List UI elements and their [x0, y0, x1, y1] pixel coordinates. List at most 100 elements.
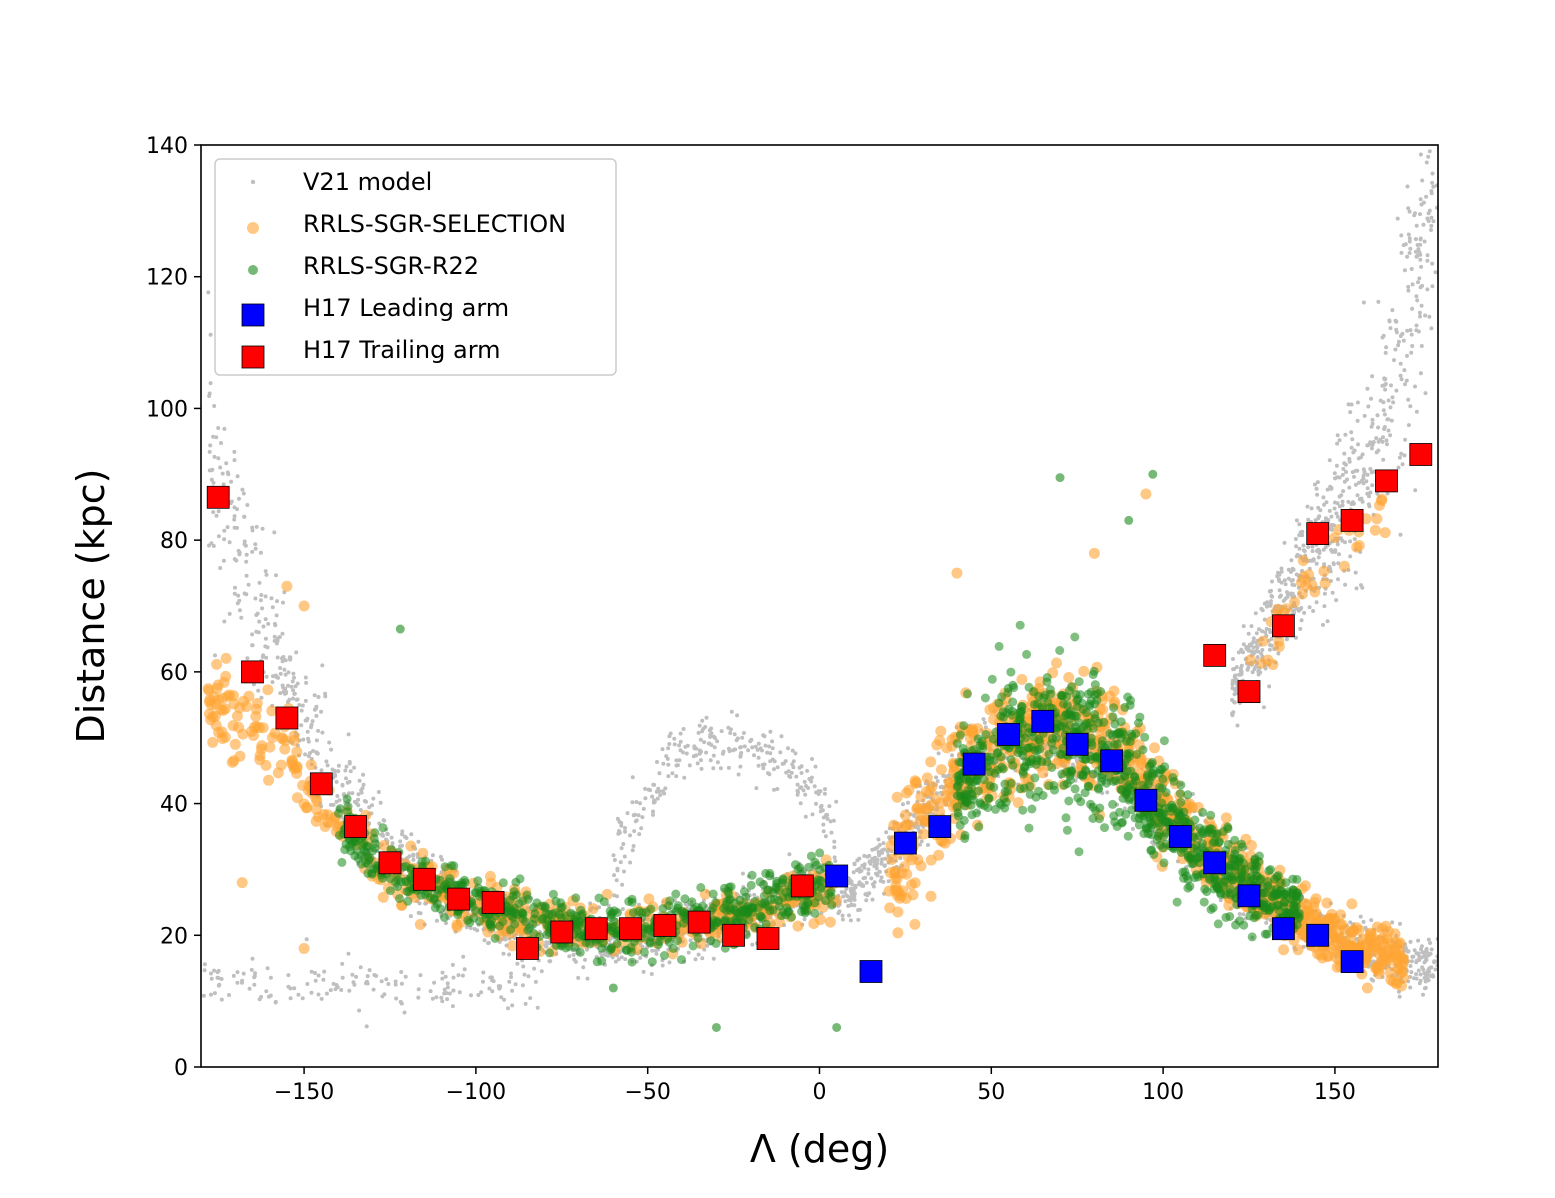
model-point	[702, 740, 707, 745]
model-point	[1387, 319, 1392, 324]
model-point	[1316, 516, 1321, 521]
model-point	[779, 734, 784, 739]
model-point	[350, 791, 355, 796]
model-point	[1410, 306, 1415, 311]
model-point	[400, 832, 404, 837]
model-point	[1409, 332, 1414, 337]
model-point	[490, 989, 495, 994]
model-point	[310, 719, 315, 724]
model-point	[638, 801, 642, 806]
model-point	[1407, 251, 1412, 255]
selection-point	[288, 730, 300, 742]
model-point	[707, 728, 712, 733]
model-point	[227, 993, 231, 997]
model-point	[729, 709, 734, 714]
model-point	[533, 979, 538, 984]
model-point	[451, 975, 456, 980]
model-point	[1337, 504, 1342, 509]
model-point	[1250, 670, 1255, 675]
model-point	[1294, 544, 1299, 549]
model-point	[411, 857, 416, 862]
model-point	[875, 857, 880, 862]
model-point	[829, 830, 834, 835]
selection-point	[506, 940, 518, 952]
selection-point	[256, 740, 268, 752]
model-point	[704, 715, 709, 720]
model-point	[1254, 631, 1259, 636]
selection-point	[808, 918, 820, 929]
model-point	[382, 992, 387, 997]
selection-point	[417, 847, 429, 859]
model-point	[1398, 334, 1403, 338]
model-point	[651, 809, 655, 814]
model-point	[1331, 561, 1336, 566]
model-point	[1344, 470, 1348, 474]
model-point	[581, 965, 586, 970]
model-point	[658, 793, 663, 797]
model-point	[1406, 288, 1411, 293]
model-point	[1416, 280, 1420, 285]
model-point	[1230, 698, 1234, 702]
model-point	[1383, 382, 1388, 386]
model-point	[1241, 624, 1246, 629]
model-point	[443, 974, 448, 979]
model-point	[256, 630, 261, 635]
model-point	[215, 970, 220, 975]
model-point	[1321, 495, 1326, 500]
model-point	[1388, 326, 1393, 331]
model-point	[628, 860, 633, 865]
model-point	[1269, 599, 1273, 604]
model-point	[289, 684, 294, 689]
model-point	[1419, 344, 1424, 348]
model-point	[244, 559, 249, 564]
model-point	[1414, 409, 1419, 414]
selection-point	[601, 888, 613, 900]
model-point	[1251, 639, 1256, 644]
model-point	[314, 713, 319, 718]
model-point	[1251, 645, 1256, 650]
model-point	[1425, 253, 1430, 258]
model-point	[1405, 328, 1410, 333]
model-point	[1336, 577, 1340, 582]
model-point	[1426, 219, 1431, 223]
model-point	[795, 792, 800, 797]
model-point	[1406, 397, 1411, 402]
model-point	[798, 785, 803, 790]
model-point	[253, 542, 258, 547]
model-point	[515, 961, 520, 966]
model-point	[863, 875, 868, 880]
model-point	[339, 988, 344, 992]
model-point	[1310, 544, 1315, 549]
model-point	[611, 853, 616, 858]
model-point	[264, 572, 269, 577]
model-point	[1399, 250, 1404, 255]
model-point	[1392, 358, 1396, 363]
model-point	[1352, 537, 1357, 542]
model-point	[760, 762, 765, 767]
model-point	[444, 921, 448, 926]
model-point	[840, 913, 845, 918]
model-point	[352, 982, 357, 987]
model-point	[299, 723, 304, 728]
model-point	[1356, 442, 1360, 447]
model-point	[288, 986, 293, 991]
model-point	[313, 978, 318, 983]
model-point	[1433, 270, 1438, 275]
model-point	[309, 969, 314, 974]
model-point	[1431, 132, 1435, 136]
model-point	[256, 688, 261, 693]
model-point	[252, 982, 257, 987]
model-point	[758, 746, 763, 751]
model-point	[930, 811, 935, 816]
selection-point	[405, 840, 417, 852]
model-point	[1349, 445, 1354, 450]
model-point	[1430, 180, 1435, 185]
model-point	[218, 566, 223, 570]
model-point	[358, 965, 363, 970]
model-point	[1241, 650, 1245, 655]
model-point	[358, 808, 363, 812]
model-point	[1340, 538, 1345, 543]
model-point	[732, 732, 737, 737]
model-point	[678, 731, 683, 736]
model-point	[1298, 626, 1303, 631]
